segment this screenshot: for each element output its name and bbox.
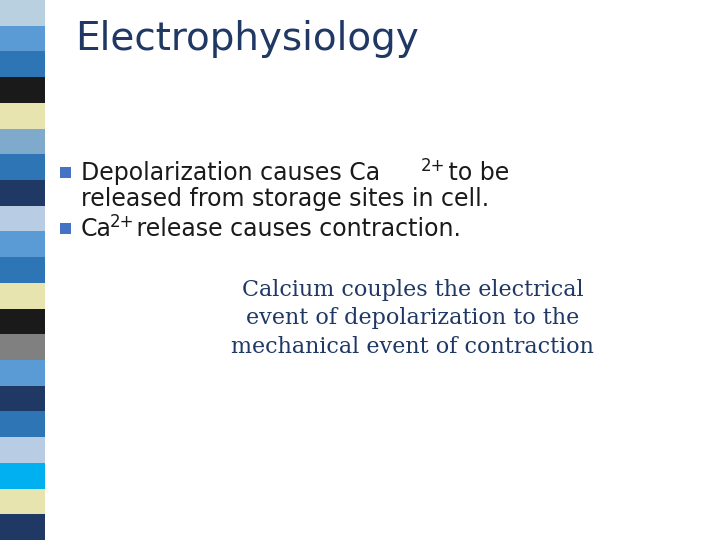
Text: event of depolarization to the: event of depolarization to the (246, 307, 579, 329)
Bar (0, 411, 45, 437)
Bar (0, 180, 45, 206)
Bar (0, 206, 45, 232)
Bar (0, 437, 45, 463)
Bar (0, 51, 45, 77)
Text: release causes contraction.: release causes contraction. (130, 217, 462, 241)
Text: 2+: 2+ (109, 213, 134, 231)
Bar (0, 232, 45, 257)
Text: Ca: Ca (81, 217, 112, 241)
Text: mechanical event of contraction: mechanical event of contraction (231, 336, 594, 358)
Bar (60, 223, 71, 234)
Bar (0, 26, 45, 51)
Bar (0, 489, 45, 514)
Bar (0, 334, 45, 360)
Bar (0, 154, 45, 180)
Bar (0, 514, 45, 540)
Text: to be: to be (441, 161, 509, 185)
Bar (0, 463, 45, 489)
Bar (0, 129, 45, 154)
Text: Depolarization causes Ca: Depolarization causes Ca (81, 161, 380, 185)
Text: Electrophysiology: Electrophysiology (75, 20, 419, 58)
Bar (0, 360, 45, 386)
Bar (0, 257, 45, 283)
Bar (0, 386, 45, 411)
Bar (0, 308, 45, 334)
Bar (0, 103, 45, 129)
Text: released from storage sites in cell.: released from storage sites in cell. (81, 187, 489, 211)
Bar (0, 0, 45, 26)
Bar (0, 77, 45, 103)
Bar (60, 167, 71, 178)
Bar (0, 283, 45, 308)
Text: Calcium couples the electrical: Calcium couples the electrical (242, 279, 583, 301)
Text: 2+: 2+ (421, 157, 446, 175)
